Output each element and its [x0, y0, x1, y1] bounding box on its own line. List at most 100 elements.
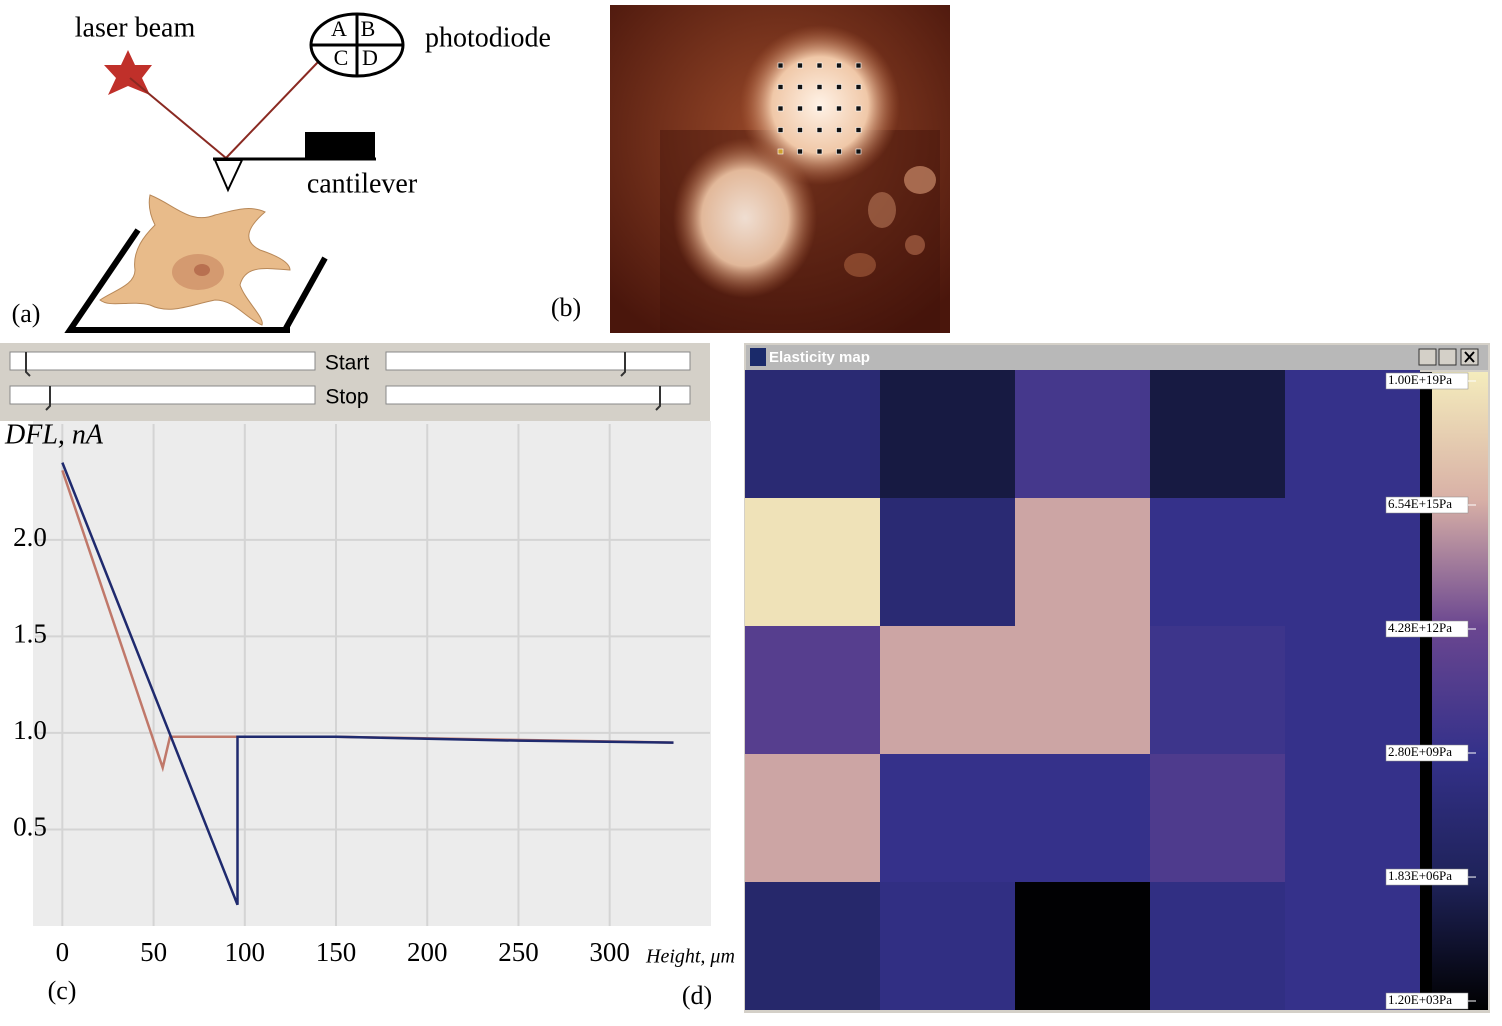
heatmap: 1.00E+19Pa 6.54E+15Pa 4.28E+12Pa 2.80E+09Pa… [745, 370, 1488, 1010]
minimize-button[interactable] [1418, 348, 1437, 366]
heat-cell [745, 882, 880, 1010]
colorbar-label: 6.54E+15Pa [1388, 496, 1452, 511]
line-series [61, 462, 674, 906]
measure-point [816, 127, 823, 133]
x-tick-label: 0 [56, 937, 70, 967]
measure-point [816, 62, 823, 69]
measure-point [836, 127, 842, 133]
measure-point [855, 127, 862, 133]
heat-cell [1015, 370, 1150, 498]
heat-cell [1015, 754, 1150, 882]
measure-point [855, 105, 862, 112]
slider-thumb[interactable] [655, 386, 661, 411]
afm-cell [673, 138, 817, 298]
y-tick-label: 1.5 [13, 619, 47, 649]
measure-point [797, 127, 803, 133]
tip [213, 159, 244, 193]
laser-label: laser beam [75, 12, 196, 43]
heat-cell [880, 882, 1015, 1010]
y-tick-label: 1.0 [13, 715, 47, 745]
heat-cell [880, 754, 1015, 882]
window-icon [750, 348, 766, 366]
y-tick-label: 2.0 [13, 522, 47, 552]
maximize-button[interactable] [1438, 348, 1457, 366]
slider-thumb[interactable] [25, 352, 31, 377]
measure-point [816, 84, 823, 90]
measure-point [777, 105, 784, 112]
dish [64, 228, 290, 333]
measure-point [855, 148, 862, 155]
heat-cell [745, 754, 880, 882]
measure-point [855, 84, 862, 90]
measure-grid [777, 62, 862, 155]
colorbar [1432, 372, 1488, 1010]
measure-point [836, 84, 842, 90]
nucleolus [194, 264, 210, 276]
x-axis-label: Height, μm [645, 946, 735, 968]
laser-star [104, 50, 152, 95]
start-label: Start [325, 352, 370, 375]
measure-point [797, 148, 803, 155]
afm-debris [905, 235, 925, 255]
y-axis-label: DFL, nA [4, 419, 104, 450]
heat-cell [745, 626, 880, 754]
heat-cell [1015, 498, 1150, 626]
colorbar-label: 4.28E+12Pa [1388, 620, 1452, 635]
slider[interactable] [9, 351, 316, 371]
panel-label: (c) [48, 976, 77, 1005]
panel-d: Elasticity map 1.00E+19Pa 6.54E+15Pa 4.28E… [682, 343, 1490, 1013]
panel-b: (b) [551, 5, 950, 333]
heat-cell [1015, 626, 1150, 754]
line-chart: 0 50 100 150 200 250 300 0.5 1.0 1.5 2.0 [13, 424, 710, 967]
quadrant: A [331, 16, 347, 41]
afm-debris [868, 192, 896, 228]
cantilever-label: cantilever [307, 168, 418, 199]
x-tick-label: 150 [316, 937, 357, 967]
measure-point [777, 148, 784, 155]
window-title: Elasticity map [769, 349, 870, 366]
slider[interactable] [385, 351, 691, 371]
x-tick-label: 250 [498, 937, 539, 967]
colorbar-label: 1.00E+19Pa [1388, 372, 1452, 387]
measure-point [836, 148, 842, 155]
beam-in [129, 77, 227, 159]
measure-point [777, 127, 784, 133]
measure-point [797, 84, 803, 90]
heat-cell [1285, 498, 1420, 626]
heat-cell [1150, 626, 1285, 754]
measure-point [816, 148, 823, 155]
colorbar-label: 1.20E+03Pa [1388, 992, 1452, 1007]
measure-point [797, 62, 803, 69]
x-tick-label: 100 [225, 937, 266, 967]
heat-cell [1285, 754, 1420, 882]
panel-label: (a) [12, 299, 41, 328]
heat-cell [1150, 882, 1285, 1010]
slider[interactable] [385, 385, 691, 405]
slider-thumb[interactable] [45, 386, 51, 411]
heat-cell [880, 498, 1015, 626]
quadrant: C [334, 45, 349, 70]
measure-point [797, 105, 803, 112]
measure-point [836, 62, 842, 69]
cantilever-holder [305, 132, 375, 159]
colorbar-label: 2.80E+09Pa [1388, 744, 1452, 759]
slider-thumb[interactable] [620, 352, 626, 377]
heat-cell [1015, 882, 1150, 1010]
x-tick-label: 50 [140, 937, 167, 967]
measure-point [855, 62, 862, 69]
heat-cell [1285, 370, 1420, 498]
stop-label: Stop [325, 386, 368, 409]
photodiode-label: photodiode [425, 22, 551, 53]
panel-a: laser beam photodiode A B C D cantilever… [12, 12, 551, 333]
heat-cell [745, 370, 880, 498]
beam-out [225, 61, 319, 159]
colorbar-label: 1.83E+06Pa [1388, 868, 1452, 883]
slider[interactable] [9, 385, 316, 405]
heat-cell [1150, 754, 1285, 882]
heat-cell [880, 626, 1015, 754]
measure-point [816, 105, 823, 112]
heat-cell [1285, 882, 1420, 1010]
heat-cell [745, 498, 880, 626]
colorbar-edge [1420, 372, 1432, 1010]
panel-c: Start Stop 0 50 100 150 200 250 300 0.5 1.0 1.5 2.… [0, 343, 735, 1005]
